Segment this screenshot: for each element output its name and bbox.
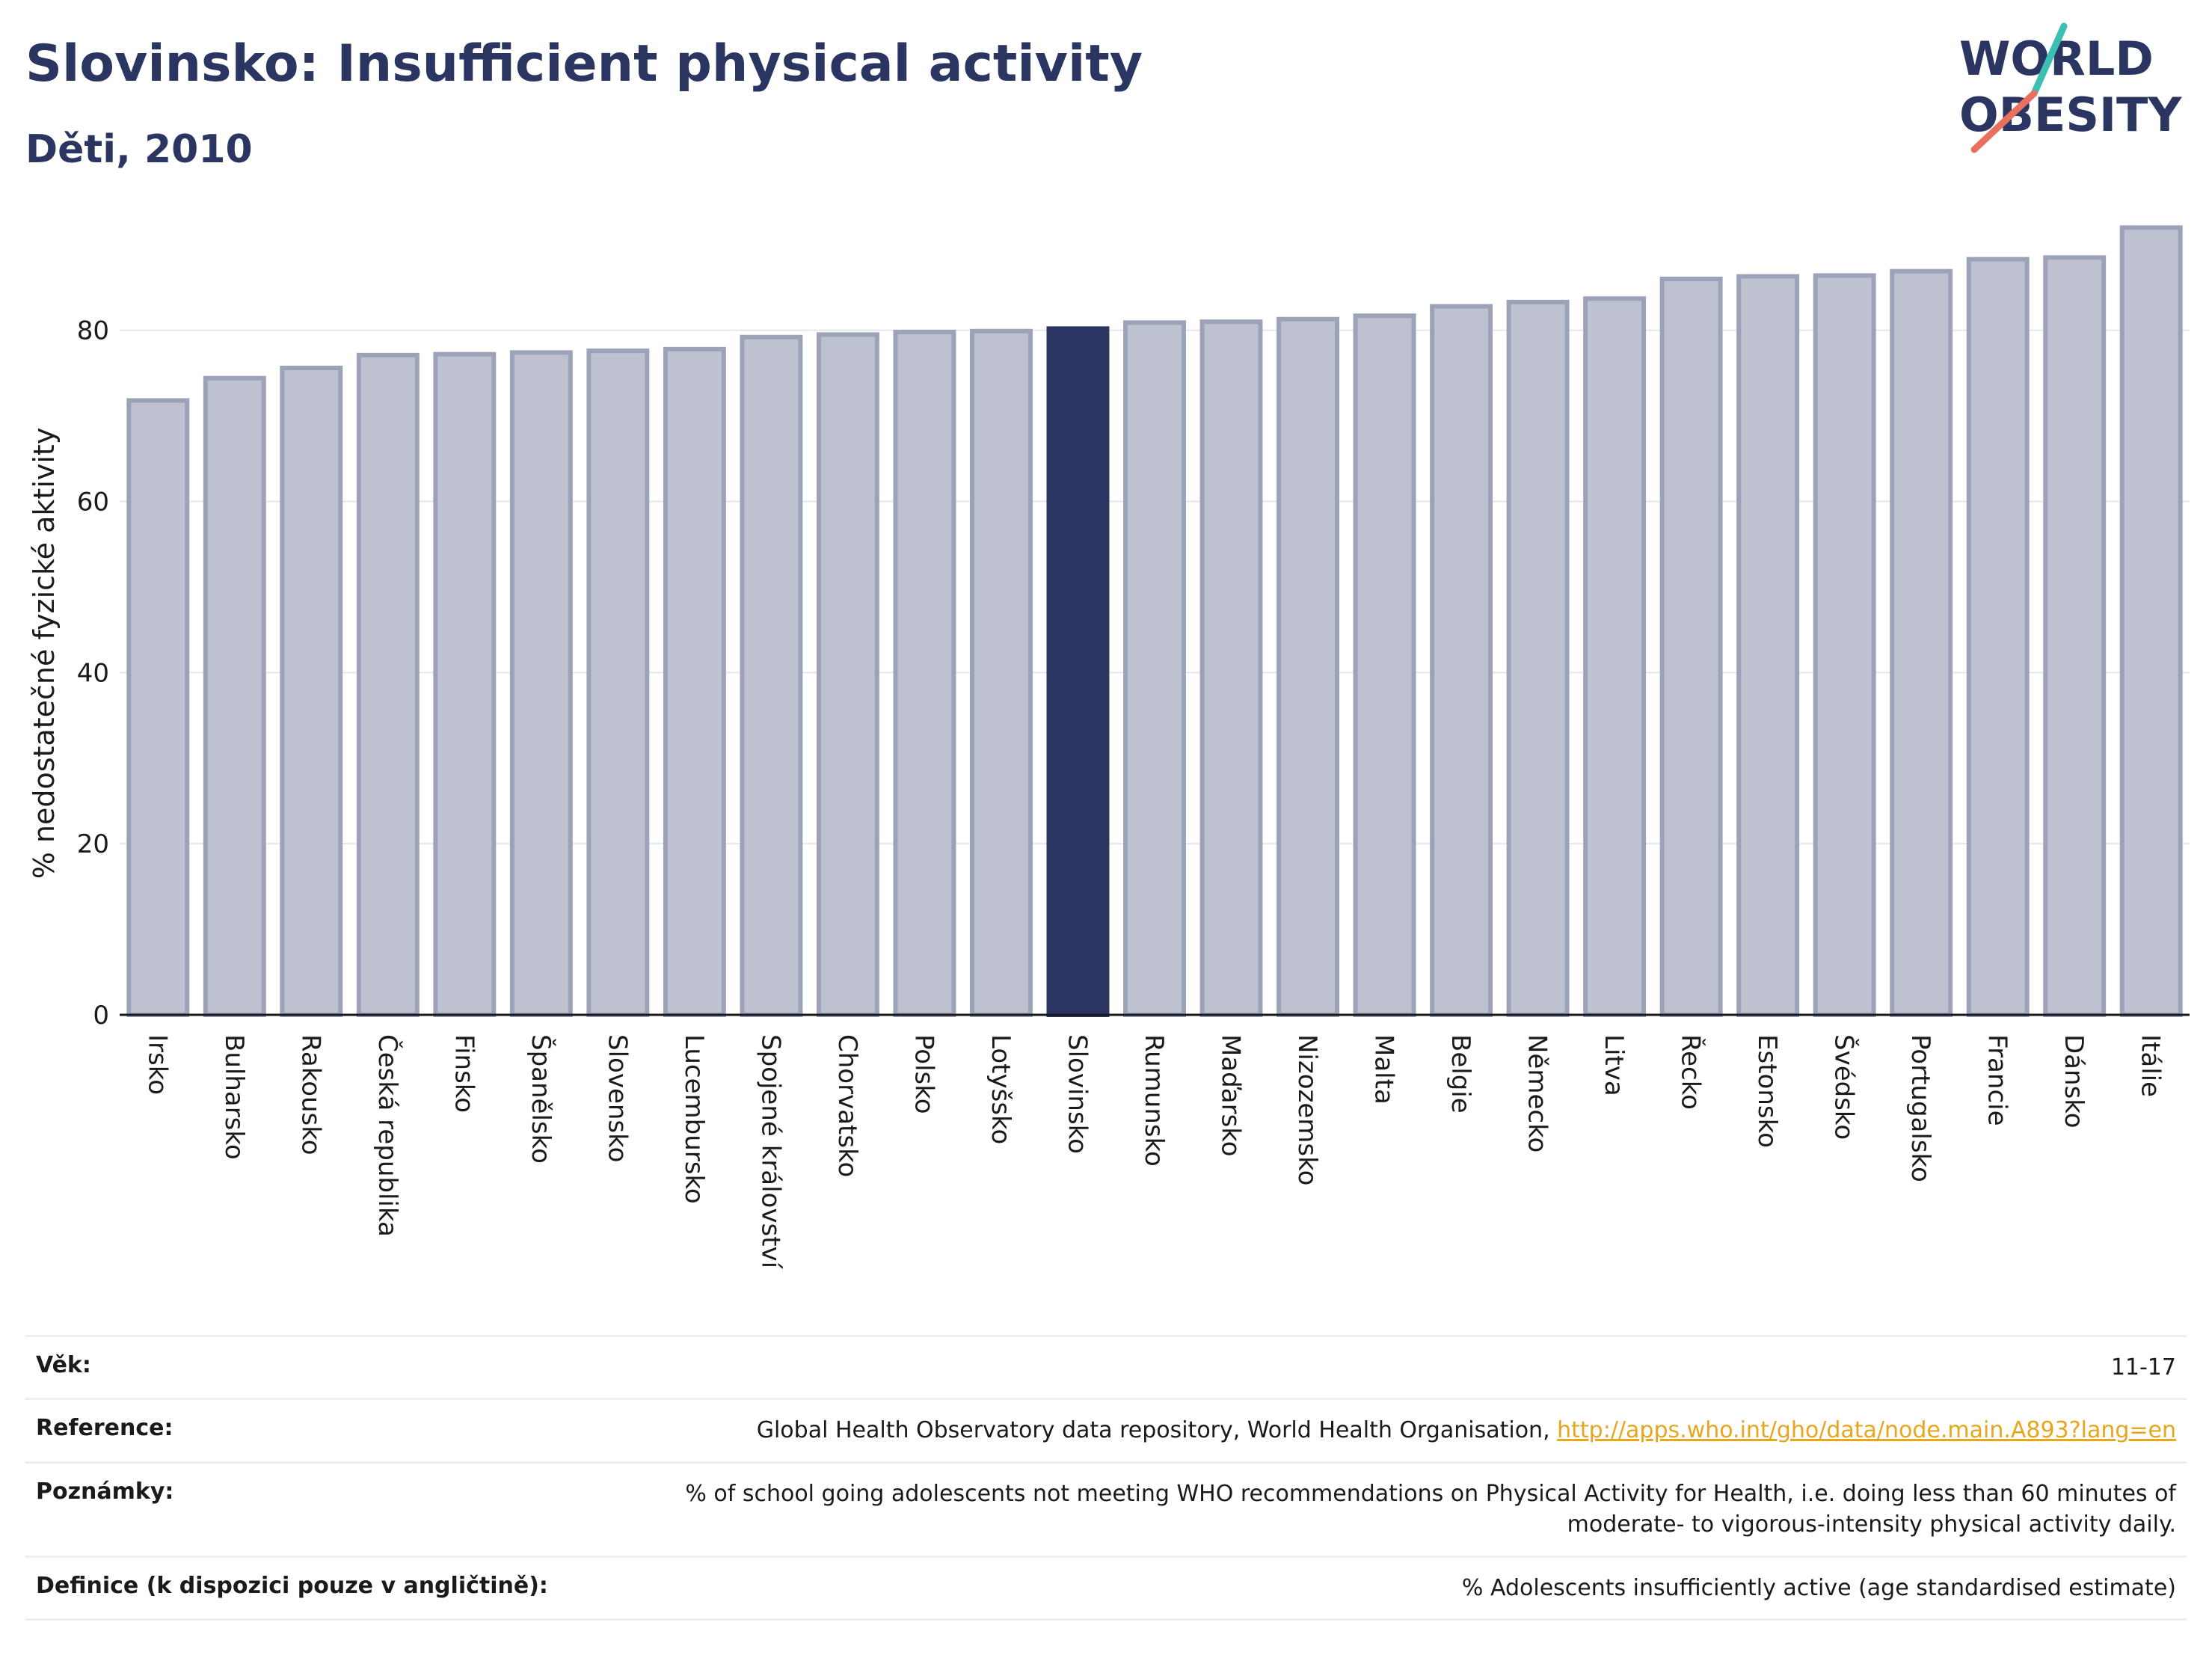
- bar: [1659, 276, 1723, 1017]
- meta-row-age: Věk: 11-17: [25, 1335, 2187, 1398]
- world-obesity-logo: WORLD OBESITY: [1959, 22, 2182, 153]
- bar: [1353, 313, 1416, 1017]
- y-tick-label: 20: [77, 829, 109, 859]
- bar: [663, 346, 726, 1017]
- bar: [433, 351, 497, 1017]
- bar: [280, 365, 343, 1017]
- bar: [970, 328, 1033, 1017]
- x-tick-label: Dánsko: [2059, 1034, 2089, 1129]
- bar: [509, 350, 573, 1017]
- logo-coral-slash: [1970, 90, 2038, 153]
- x-tick-label: Slovinsko: [1062, 1034, 1092, 1154]
- x-axis-ticks: Irsko Bulharsko Rakousko Česká republika Fin…: [142, 1034, 2165, 1270]
- meta-value: % Adolescents insufficiently active (age…: [1461, 1574, 2176, 1601]
- bars: [126, 225, 2183, 1018]
- x-tick-label: Polsko: [909, 1034, 938, 1114]
- bar: [1506, 299, 1570, 1017]
- x-tick-label: Řecko: [1676, 1034, 1706, 1110]
- x-tick-label: Lotyšsko: [986, 1034, 1016, 1144]
- x-tick-label: Irsko: [142, 1034, 172, 1095]
- y-tick-label: 60: [77, 487, 109, 517]
- bar-chart: 0 20 40 60 80 Irsko Bulharsko Rakousko Česká re…: [28, 225, 2190, 1270]
- x-tick-label: Španělsko: [526, 1034, 556, 1164]
- bar: [1430, 304, 1493, 1017]
- meta-value: % of school going adolescents not meetin…: [685, 1480, 2176, 1538]
- x-tick-label: Portugalsko: [1905, 1034, 1935, 1182]
- bar: [356, 352, 420, 1018]
- x-tick-label: Německo: [1523, 1034, 1552, 1152]
- x-tick-label: Rumunsko: [1139, 1034, 1169, 1167]
- x-tick-label: Spojené království: [755, 1034, 785, 1270]
- bar: [1199, 319, 1263, 1018]
- meta-label: Poznámky:: [36, 1478, 174, 1505]
- x-tick-label: Itálie: [2136, 1034, 2166, 1097]
- bar: [2043, 255, 2107, 1018]
- bar: [1583, 296, 1647, 1017]
- x-tick-label: Slovensko: [602, 1034, 632, 1162]
- meta-value: Global Health Observatory data repositor…: [757, 1415, 2176, 1446]
- x-tick-label: Bulharsko: [219, 1034, 249, 1160]
- meta-label: Věk:: [36, 1352, 91, 1378]
- bar: [1276, 316, 1339, 1017]
- bar: [816, 332, 879, 1017]
- bar: [893, 329, 956, 1018]
- meta-row-reference: Reference: Global Health Observatory dat…: [25, 1398, 2187, 1461]
- y-tick-label: 0: [93, 1001, 109, 1031]
- bar: [1966, 257, 2030, 1017]
- x-tick-label: Estonsko: [1752, 1034, 1782, 1148]
- x-tick-label: Finsko: [449, 1034, 479, 1113]
- bar: [586, 348, 650, 1017]
- bar: [1736, 274, 1800, 1017]
- meta-label: Reference:: [36, 1415, 173, 1442]
- x-tick-label: Litva: [1599, 1034, 1629, 1096]
- meta-label: Definice (k dispozici pouze v angličtině…: [36, 1572, 548, 1599]
- y-axis-label: % nedostatečné fyzické aktivity: [28, 428, 61, 879]
- reference-text: Global Health Observatory data repositor…: [756, 1417, 1558, 1444]
- bar: [1123, 320, 1186, 1017]
- x-tick-label: Maďarsko: [1216, 1034, 1246, 1157]
- bar: [203, 375, 266, 1017]
- bar: [1813, 273, 1876, 1017]
- bar: [1890, 268, 1953, 1018]
- bar: [126, 398, 190, 1017]
- page-subtitle: Děti, 2010: [25, 127, 253, 172]
- x-tick-label: Rakousko: [295, 1034, 325, 1155]
- x-tick-label: Švédsko: [1829, 1034, 1860, 1140]
- meta-row-notes: Poznámky: % of school going adolescents …: [25, 1461, 2187, 1556]
- y-tick-label: 40: [77, 658, 109, 688]
- x-tick-label: Lucembursko: [679, 1034, 709, 1204]
- y-axis-ticks: 0 20 40 60 80: [77, 316, 109, 1031]
- bar: [2119, 225, 2183, 1018]
- meta-value: 11-17: [2110, 1354, 2176, 1381]
- bar-highlighted: [1046, 326, 1110, 1018]
- x-tick-label: Francie: [1982, 1034, 2012, 1126]
- logo-teal-slash: [2030, 22, 2068, 97]
- x-tick-label: Malta: [1369, 1034, 1399, 1105]
- x-tick-label: Nizozemsko: [1292, 1034, 1322, 1185]
- metadata-table: Věk: 11-17 Reference: Global Health Obse…: [25, 1335, 2187, 1621]
- page-title: Slovinsko: Insufficient physical activit…: [25, 34, 1143, 93]
- x-tick-label: Česká republika: [372, 1034, 403, 1237]
- x-tick-label: Belgie: [1446, 1034, 1475, 1114]
- meta-row-definition: Definice (k dispozici pouze v angličtině…: [25, 1555, 2187, 1621]
- bar: [740, 334, 803, 1017]
- reference-link[interactable]: http://apps.who.int/gho/data/node.main.A…: [1557, 1417, 2176, 1444]
- x-tick-label: Chorvatsko: [832, 1034, 862, 1177]
- y-tick-label: 80: [77, 316, 109, 346]
